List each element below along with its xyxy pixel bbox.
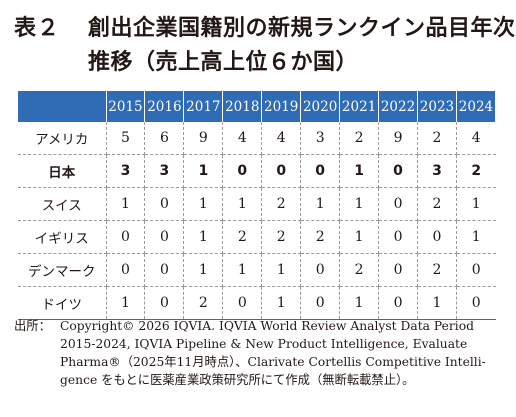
count-cell: 1	[339, 154, 380, 188]
table-title: 表２ 創出企業国籍別の新規ランクイン品目年次 推移（売上高上位６か国）	[14, 12, 515, 80]
source-text: Copyright© 2026 IQVIA. IQVIA World Revie…	[60, 317, 508, 389]
count-cell: 0	[261, 154, 302, 188]
count-cell: 2	[417, 122, 457, 155]
count-cell: 1	[417, 286, 457, 320]
source-line: 2015-2024, IQVIA Pipeline & New Product …	[60, 337, 468, 351]
count-cell: 9	[378, 122, 418, 155]
year-header: 2017	[183, 91, 224, 122]
year-header: 2020	[300, 91, 341, 122]
count-cell: 1	[183, 187, 224, 221]
country-cell: スイス	[18, 187, 107, 221]
count-cell: 0	[456, 253, 496, 287]
count-cell: 1	[339, 220, 380, 254]
count-cell: 4	[456, 122, 496, 155]
count-cell: 4	[222, 122, 263, 155]
count-cell: 0	[378, 220, 418, 254]
year-header: 2021	[339, 91, 380, 122]
count-cell: 2	[417, 187, 457, 221]
count-cell: 2	[183, 286, 224, 320]
count-cell: 1	[339, 187, 380, 221]
count-cell: 3	[106, 154, 146, 188]
count-cell: 1	[183, 220, 224, 254]
table-row: スイス 1 0 1 1 2 1 1 0 2 1	[18, 187, 496, 221]
count-cell: 1	[183, 253, 224, 287]
country-cell: 日本	[18, 154, 107, 188]
count-cell: 0	[222, 286, 263, 320]
count-cell: 1	[261, 286, 302, 320]
count-cell: 0	[300, 154, 341, 188]
ranking-table: 2015 2016 2017 2018 2019 2020 2021 2022 …	[18, 91, 497, 320]
table-row: 日本 3 3 1 0 0 0 1 0 3 2	[18, 154, 496, 188]
source-note: 出所： Copyright© 2026 IQVIA. IQVIA World R…	[14, 317, 508, 389]
country-cell: イギリス	[18, 220, 107, 254]
year-header: 2016	[144, 91, 185, 122]
count-cell: 1	[106, 187, 146, 221]
count-cell: 1	[261, 253, 302, 287]
table-caption: 創出企業国籍別の新規ランクイン品目年次 推移（売上高上位６か国）	[88, 12, 516, 80]
count-cell: 1	[222, 187, 263, 221]
year-header: 2022	[378, 91, 418, 122]
corner-cell	[18, 91, 107, 122]
table-row: イギリス 0 0 1 2 2 2 1 0 0 1	[18, 220, 496, 254]
year-header: 2024	[455, 91, 497, 122]
count-cell: 1	[456, 220, 496, 254]
count-cell: 0	[300, 253, 341, 287]
count-cell: 0	[300, 286, 341, 320]
country-cell: アメリカ	[18, 122, 107, 155]
table-row: アメリカ 5 6 9 4 4 3 2 9 2 4	[18, 122, 496, 155]
count-cell: 2	[300, 220, 341, 254]
count-cell: 1	[300, 187, 341, 221]
count-cell: 6	[144, 122, 185, 155]
year-header: 2023	[417, 91, 457, 122]
count-cell: 2	[339, 253, 380, 287]
table-row: デンマーク 0 0 1 1 1 0 2 0 2 0	[18, 253, 496, 287]
count-cell: 0	[417, 220, 457, 254]
caption-line-2: 推移（売上高上位６か国）	[88, 50, 359, 75]
count-cell: 0	[106, 253, 146, 287]
count-cell: 3	[144, 154, 185, 188]
year-header: 2019	[261, 91, 302, 122]
source-label: 出所：	[14, 319, 51, 333]
year-header: 2018	[222, 91, 263, 122]
count-cell: 2	[417, 253, 457, 287]
count-cell: 2	[456, 154, 496, 188]
count-cell: 5	[106, 122, 146, 155]
count-cell: 1	[106, 286, 146, 320]
count-cell: 0	[222, 154, 263, 188]
source-line: Copyright© 2026 IQVIA. IQVIA World Revie…	[60, 319, 474, 333]
year-header: 2015	[105, 91, 146, 122]
source-line: Pharma®（2025年11月時点）、Clarivate Cortellis …	[60, 355, 486, 369]
country-cell: ドイツ	[18, 286, 107, 320]
table-number: 表２	[14, 16, 61, 41]
count-cell: 0	[378, 187, 418, 221]
source-line: gence をもとに医薬産業政策研究所にて作成（無断転載禁止）。	[60, 373, 415, 387]
count-cell: 1	[456, 187, 496, 221]
country-cell: デンマーク	[18, 253, 107, 287]
count-cell: 0	[378, 286, 418, 320]
count-cell: 1	[222, 253, 263, 287]
count-cell: 2	[339, 122, 380, 155]
count-cell: 1	[183, 154, 224, 188]
count-cell: 3	[417, 154, 457, 188]
table-row: ドイツ 1 0 2 0 1 0 1 0 1 0	[18, 286, 496, 320]
count-cell: 0	[378, 154, 418, 188]
count-cell: 0	[144, 253, 185, 287]
count-cell: 4	[261, 122, 302, 155]
count-cell: 0	[144, 286, 185, 320]
count-cell: 0	[144, 187, 185, 221]
count-cell: 2	[222, 220, 263, 254]
header-row: 2015 2016 2017 2018 2019 2020 2021 2022 …	[18, 91, 497, 122]
count-cell: 2	[261, 187, 302, 221]
count-cell: 0	[378, 253, 418, 287]
count-cell: 1	[339, 286, 380, 320]
count-cell: 0	[144, 220, 185, 254]
count-cell: 9	[183, 122, 224, 155]
count-cell: 0	[106, 220, 146, 254]
caption-line-1: 創出企業国籍別の新規ランクイン品目年次	[88, 16, 516, 41]
count-cell: 3	[300, 122, 341, 155]
count-cell: 0	[456, 286, 496, 320]
count-cell: 2	[261, 220, 302, 254]
